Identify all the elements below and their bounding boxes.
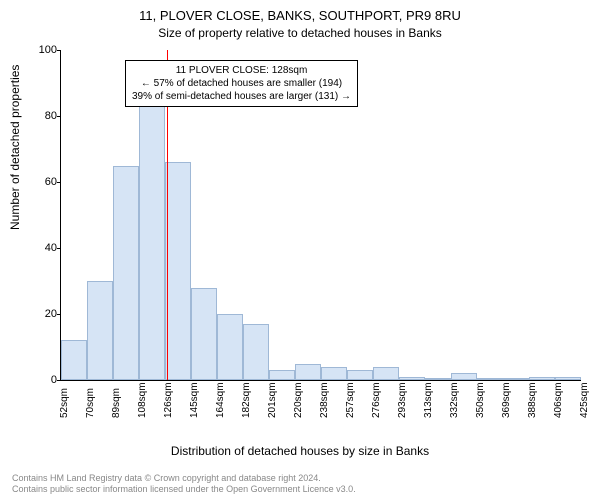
- histogram-bar: [425, 378, 451, 380]
- ytick-label: 40: [33, 242, 57, 254]
- xtick-label: 108sqm: [137, 382, 148, 418]
- annotation-box: 11 PLOVER CLOSE: 128sqm← 57% of detached…: [125, 60, 358, 107]
- xtick-label: 332sqm: [449, 382, 460, 418]
- chart-container: 02040608010052sqm70sqm89sqm108sqm126sqm1…: [60, 50, 580, 420]
- histogram-bar: [503, 378, 529, 380]
- ytick-label: 80: [33, 110, 57, 122]
- histogram-bar: [477, 378, 503, 380]
- ytick-label: 100: [33, 44, 57, 56]
- histogram-bar: [529, 377, 555, 380]
- xtick-label: 425sqm: [579, 382, 590, 418]
- xtick-label: 52sqm: [59, 388, 70, 418]
- histogram-bar: [373, 367, 399, 380]
- xtick-label: 238sqm: [319, 382, 330, 418]
- ytick-mark: [57, 314, 61, 315]
- xtick-label: 126sqm: [163, 382, 174, 418]
- ytick-label: 60: [33, 176, 57, 188]
- ytick-mark: [57, 182, 61, 183]
- footer-line1: Contains HM Land Registry data © Crown c…: [12, 473, 356, 485]
- xtick-label: 293sqm: [397, 382, 408, 418]
- x-axis-label: Distribution of detached houses by size …: [0, 444, 600, 458]
- histogram-bar: [139, 93, 165, 380]
- histogram-bar: [191, 288, 217, 380]
- histogram-bar: [87, 281, 113, 380]
- histogram-bar: [243, 324, 269, 380]
- xtick-label: 201sqm: [267, 382, 278, 418]
- histogram-bar: [217, 314, 243, 380]
- ytick-mark: [57, 116, 61, 117]
- chart-title: 11, PLOVER CLOSE, BANKS, SOUTHPORT, PR9 …: [0, 8, 600, 23]
- footer-line2: Contains public sector information licen…: [12, 484, 356, 496]
- histogram-bar: [165, 162, 191, 380]
- histogram-bar: [269, 370, 295, 380]
- xtick-label: 369sqm: [501, 382, 512, 418]
- annotation-line3: 39% of semi-detached houses are larger (…: [132, 90, 351, 103]
- histogram-bar: [347, 370, 373, 380]
- xtick-label: 406sqm: [553, 382, 564, 418]
- xtick-label: 70sqm: [85, 388, 96, 418]
- ytick-label: 20: [33, 308, 57, 320]
- chart-subtitle: Size of property relative to detached ho…: [0, 26, 600, 40]
- xtick-label: 257sqm: [345, 382, 356, 418]
- xtick-label: 313sqm: [423, 382, 434, 418]
- histogram-bar: [295, 364, 321, 381]
- ytick-mark: [57, 50, 61, 51]
- xtick-label: 164sqm: [215, 382, 226, 418]
- xtick-label: 276sqm: [371, 382, 382, 418]
- annotation-line1: 11 PLOVER CLOSE: 128sqm: [132, 64, 351, 77]
- histogram-bar: [399, 377, 425, 380]
- footer-attribution: Contains HM Land Registry data © Crown c…: [12, 473, 356, 496]
- xtick-label: 350sqm: [475, 382, 486, 418]
- ytick-mark: [57, 380, 61, 381]
- annotation-line2: ← 57% of detached houses are smaller (19…: [132, 77, 351, 90]
- histogram-bar: [555, 377, 581, 380]
- y-axis-label: Number of detached properties: [8, 65, 22, 230]
- ytick-mark: [57, 248, 61, 249]
- histogram-bar: [451, 373, 477, 380]
- histogram-bar: [321, 367, 347, 380]
- xtick-label: 182sqm: [241, 382, 252, 418]
- xtick-label: 89sqm: [111, 388, 122, 418]
- xtick-label: 388sqm: [527, 382, 538, 418]
- histogram-bar: [113, 166, 139, 381]
- histogram-bar: [61, 340, 87, 380]
- xtick-label: 145sqm: [189, 382, 200, 418]
- ytick-label: 0: [33, 374, 57, 386]
- plot-area: 02040608010052sqm70sqm89sqm108sqm126sqm1…: [60, 50, 581, 381]
- xtick-label: 220sqm: [293, 382, 304, 418]
